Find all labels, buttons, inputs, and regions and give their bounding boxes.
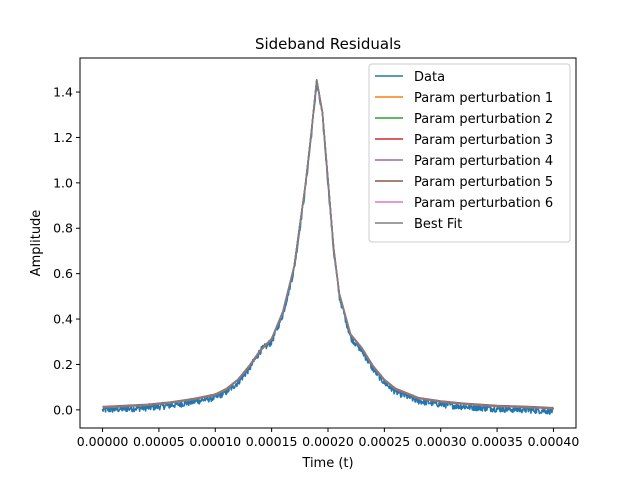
x-tick-label: 0.00005 xyxy=(133,434,185,449)
y-tick-label: 1.0 xyxy=(53,175,73,190)
legend-entry: Param perturbation 4 xyxy=(414,154,553,169)
legend-entry: Data xyxy=(414,70,445,85)
legend-entry: Best Fit xyxy=(414,217,462,232)
y-tick-label: 1.2 xyxy=(53,130,73,145)
y-tick-label: 0.8 xyxy=(53,221,73,236)
y-tick-label: 0.2 xyxy=(53,357,73,372)
x-tick-label: 0.00010 xyxy=(189,434,241,449)
x-axis: 0.00000 0.00005 0.00010 0.00015 0.00020 0.000… xyxy=(77,428,580,449)
series-line xyxy=(102,79,554,409)
y-tick-label: 0.4 xyxy=(53,312,73,327)
legend-entry: Param perturbation 2 xyxy=(414,112,553,127)
y-tick-label: 1.4 xyxy=(53,85,73,100)
chart-title: Sideband Residuals xyxy=(255,35,401,53)
x-tick-label: 0.00020 xyxy=(302,434,354,449)
y-axis-label: Amplitude xyxy=(29,210,44,277)
y-tick-label: 0.6 xyxy=(53,266,73,281)
x-axis-label: Time (t) xyxy=(301,456,353,471)
y-axis: 0.0 0.2 0.4 0.6 0.8 1.0 1.2 1.4 xyxy=(53,85,80,417)
series-layer xyxy=(101,79,555,415)
x-tick-label: 0.00035 xyxy=(471,434,523,449)
x-tick-label: 0.00000 xyxy=(77,434,129,449)
x-tick-label: 0.00030 xyxy=(415,434,467,449)
x-tick-label: 0.00015 xyxy=(246,434,298,449)
legend-entry: Param perturbation 6 xyxy=(414,196,553,211)
y-tick-label: 0.0 xyxy=(53,402,73,417)
x-tick-label: 0.00040 xyxy=(528,434,580,449)
legend-entry: Param perturbation 3 xyxy=(414,133,553,148)
legend: Data Param perturbation 1 Param perturbati… xyxy=(368,63,571,243)
legend-entry: Param perturbation 5 xyxy=(414,175,553,190)
legend-entry: Param perturbation 1 xyxy=(414,91,553,106)
x-tick-label: 0.00025 xyxy=(359,434,411,449)
legend-box xyxy=(368,63,571,243)
